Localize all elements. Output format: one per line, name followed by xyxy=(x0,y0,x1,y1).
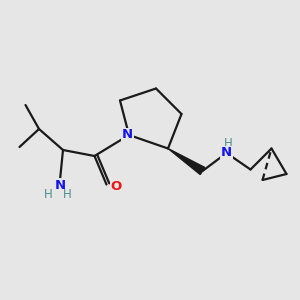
Text: N: N xyxy=(54,179,66,192)
Text: O: O xyxy=(110,179,122,193)
Text: H: H xyxy=(224,137,232,150)
Text: H: H xyxy=(63,188,72,202)
Polygon shape xyxy=(168,148,205,175)
Text: N: N xyxy=(122,128,133,142)
Text: H: H xyxy=(44,188,53,202)
Text: N: N xyxy=(221,146,232,160)
